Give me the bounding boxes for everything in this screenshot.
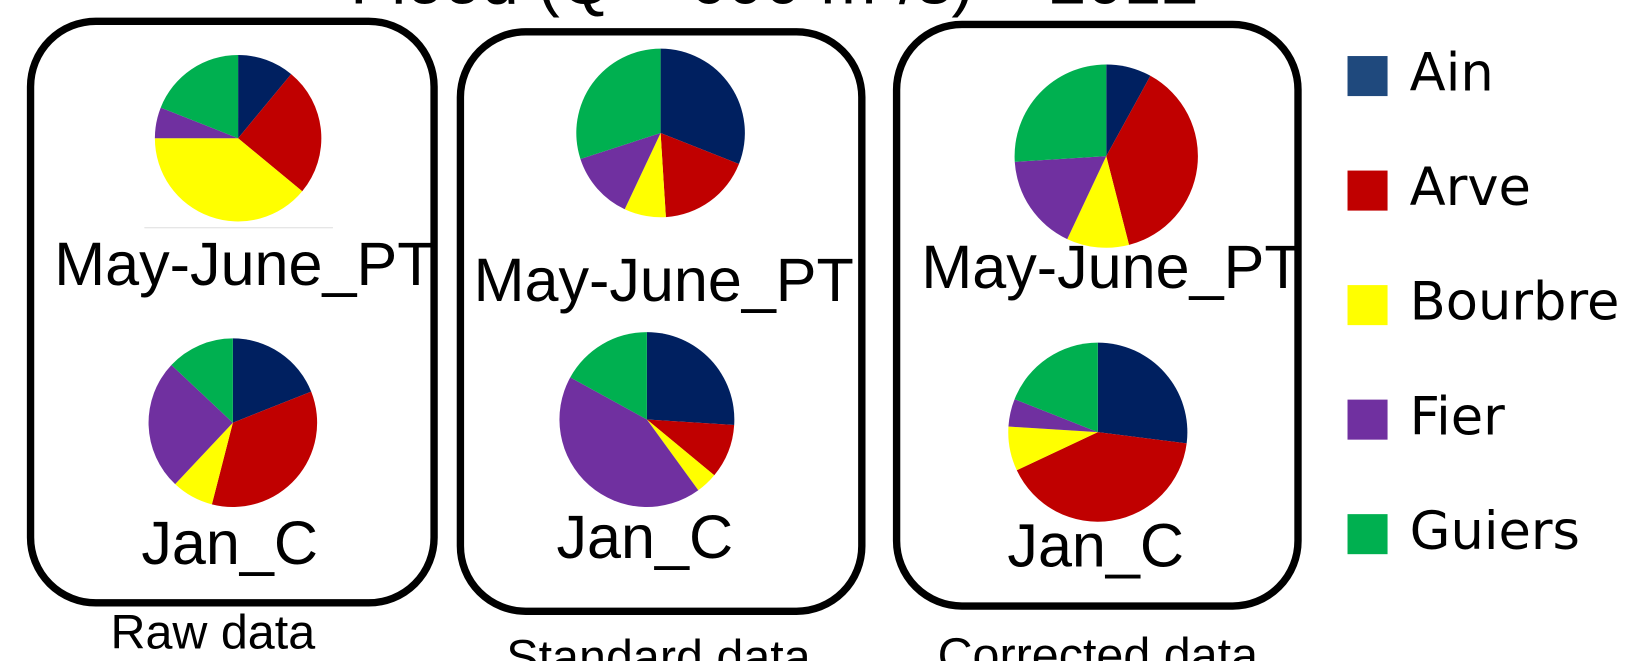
pie-slice [660,132,739,218]
panel-caption: Standard data [506,631,810,661]
pie-slice [1014,156,1107,240]
panel-box [892,20,1302,610]
legend-label: Fier [1410,386,1505,447]
legend-label: Bourbre [1410,272,1620,333]
legend-swatch [1347,285,1388,326]
chart-title: Flood (Q > 600 m³/s) – 2012 [350,0,1199,18]
pie-slice [238,54,292,139]
pie-slice [154,107,239,139]
pie-slice [1106,75,1198,245]
pie-slice [171,338,233,423]
pie-slice [646,332,735,426]
panel-caption: Raw data [110,605,315,659]
pie-slice [154,138,303,222]
pie-slice [1016,432,1187,522]
pie-label: May-June_PT [54,230,434,298]
pie-slice [1008,426,1098,471]
pie-slice [1008,399,1098,433]
pie-slice [175,422,233,505]
pie-label: May-June_PT [921,233,1301,301]
panel-box [456,28,866,615]
pie-slice [646,419,735,476]
legend-swatch [1347,56,1388,97]
pie-slice [580,132,661,210]
pie-slice [559,377,699,507]
pie-slice [238,74,322,192]
panel-box [26,17,438,607]
pie-slice [1097,342,1188,444]
pie-slice [1067,156,1130,248]
pie-slice [624,132,666,218]
pie-slice [1014,64,1107,162]
pie-slice [211,391,318,507]
legend-label: Ain [1410,43,1494,104]
legend-swatch [1347,514,1388,555]
pie-label: Jan_C [556,503,733,571]
pie-slice [570,332,647,420]
pie-slice [232,338,312,423]
pie-slice [576,48,661,160]
pie-label: May-June_PT [474,246,854,314]
legend-swatch [1347,399,1388,440]
pie-slice [660,48,745,164]
pie-slice [646,419,715,491]
pie-slice [1106,64,1151,157]
legend-swatch [1347,170,1388,211]
pie-label: Jan_C [1007,511,1184,579]
pie-slice [1014,342,1098,433]
legend-label: Guiers [1410,501,1580,562]
pie-label: Jan_C [141,509,318,577]
legend-label: Arve [1410,157,1531,218]
pie-slice [160,54,239,139]
pie-slice [148,364,233,485]
panel-caption: Corrected data [938,628,1259,661]
